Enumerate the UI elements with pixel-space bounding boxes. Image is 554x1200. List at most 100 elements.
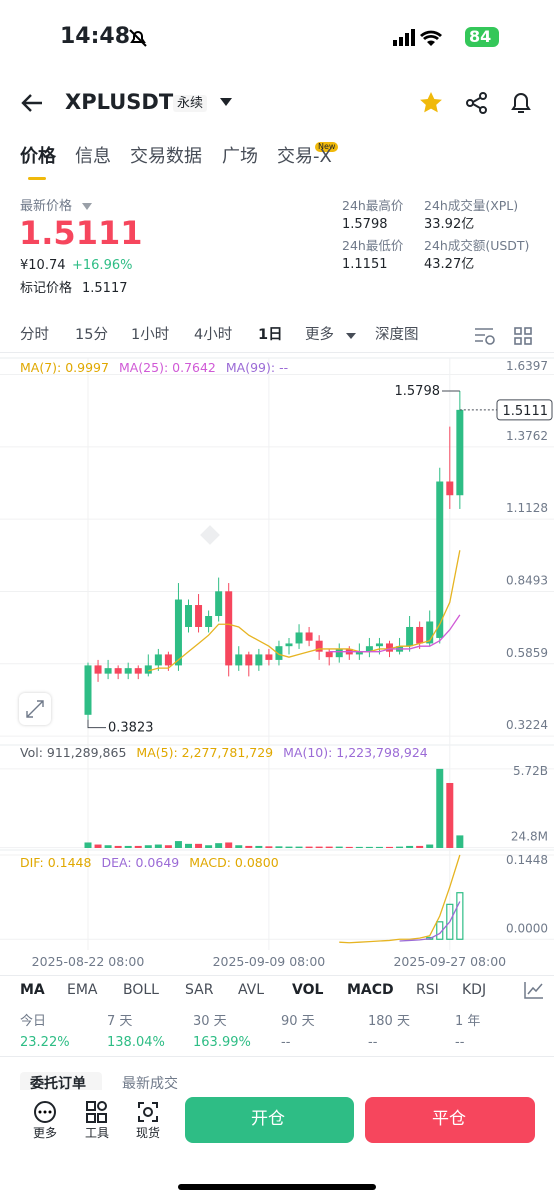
x-tick-label: 2025-09-09 08:00 [213,954,326,969]
interval[interactable]: 1小时 [131,327,170,343]
back-button[interactable] [20,92,44,114]
favorite-star[interactable] [419,91,443,115]
indicator-settings-icon[interactable] [524,981,544,999]
volume-bar [325,846,333,848]
spot-icon[interactable] [136,1100,160,1124]
open-button[interactable] [185,1097,354,1143]
volume-bar [386,846,393,848]
last-price: 1.5111 [19,214,143,252]
chart-layer: 1.6397 1.3762 1.1128 0.8493 0.5859 0.3224 5.72… [0,333,554,969]
symbol-caret[interactable] [219,97,233,107]
volume-bar [446,782,454,848]
indicator[interactable]: BOLL [123,982,159,998]
candle-body [215,591,223,616]
candle-body [265,654,273,660]
volume-bar [406,845,414,848]
stat-value: 1.5798 [342,217,388,232]
share-icon[interactable] [465,91,489,115]
last-price-label[interactable]: 最新价格 [20,199,73,214]
candle-body [456,409,464,496]
candle-body [375,643,383,647]
stat-label: 24h成交量(XPL) [424,198,519,213]
fullscreen-icon [26,700,44,718]
layout-icon[interactable] [514,327,532,345]
tab[interactable]: 广场 [222,146,258,167]
ma25-line [329,614,461,653]
last-price-box [496,399,553,421]
mute-icon [129,29,147,47]
volume-bar [335,846,343,848]
volume-bar [265,846,273,848]
divider [0,1056,554,1057]
volume-bar [426,844,434,848]
more-label[interactable]: 更多 [33,1126,58,1140]
order-tab[interactable]: 委托订单 [30,1076,86,1092]
candle-body [255,654,263,666]
interval[interactable]: 1日 [258,327,283,343]
candle-body [245,654,253,666]
symbol[interactable]: XPLUSDT [65,90,174,114]
y-tick-label: 0.1448 [506,853,548,867]
tools-label[interactable]: 工具 [85,1126,110,1140]
indicator[interactable]: RSI [416,982,439,998]
indicator[interactable]: AVL [238,982,265,998]
label-caret [82,203,92,210]
interval[interactable]: 深度图 [375,327,419,343]
indicator[interactable]: SAR [185,982,214,998]
candle-body [386,643,393,652]
period-change: -- [368,1035,378,1050]
price-change: +16.96% [72,258,133,273]
close-button[interactable] [365,1097,535,1143]
candle-body [275,646,283,660]
volume-bar [114,845,122,848]
divider [0,352,554,353]
indicator[interactable]: KDJ [462,982,487,998]
interval[interactable]: 分时 [20,327,49,343]
home-indicator [178,1184,376,1190]
legend-entry: MA(5): 2,277,781,729 [136,745,273,760]
interval[interactable]: 4小时 [194,327,233,343]
volume-bar [134,845,142,848]
stat-label: 24h最低价 [342,238,404,253]
tab[interactable]: 信息 [75,146,111,167]
dea-line [399,901,461,942]
volume-bar [154,844,162,848]
volume-bar [84,842,92,848]
close-label[interactable]: 平仓 [432,1109,466,1129]
order-tab[interactable]: 最新成交 [122,1076,178,1092]
candle-body [94,665,102,674]
y-tick-label: 0.0000 [506,921,548,935]
macd-bar [446,903,454,940]
more-icon[interactable] [33,1100,57,1124]
candle-body [154,654,162,666]
tab[interactable]: 交易-X [277,146,332,167]
volume-bar [215,843,223,848]
tab-badge: New [315,142,339,152]
indicator[interactable]: EMA [67,982,98,998]
indicator[interactable]: MACD [347,982,394,998]
more-caret [346,333,356,339]
period-label: 1 年 [455,1014,481,1029]
bell-icon[interactable] [509,90,533,116]
candle-body [365,646,373,652]
interval[interactable]: 更多 [305,327,334,343]
dif-line [339,854,461,944]
y-tick-label: 1.6397 [506,359,548,373]
y-tick-label: 0.5859 [506,646,548,660]
interval[interactable]: 15分 [75,327,108,343]
chart-settings-icon[interactable] [474,327,496,345]
x-tick-label: 2025-09-27 08:00 [393,954,506,969]
indicator[interactable]: MA [20,982,45,998]
spot-label[interactable]: 现货 [136,1126,161,1140]
open-label[interactable]: 开仓 [251,1109,285,1129]
indicator[interactable]: VOL [292,982,324,998]
tab[interactable]: 价格 [20,146,56,167]
candle-body [406,626,414,647]
tools-icon[interactable] [85,1100,109,1124]
ma7-line [148,550,461,672]
candle-body [144,665,152,674]
tab[interactable]: 交易数据 [130,146,202,167]
candle-body [134,668,142,674]
tab-indicator [28,177,46,180]
volume-bar [144,845,152,848]
